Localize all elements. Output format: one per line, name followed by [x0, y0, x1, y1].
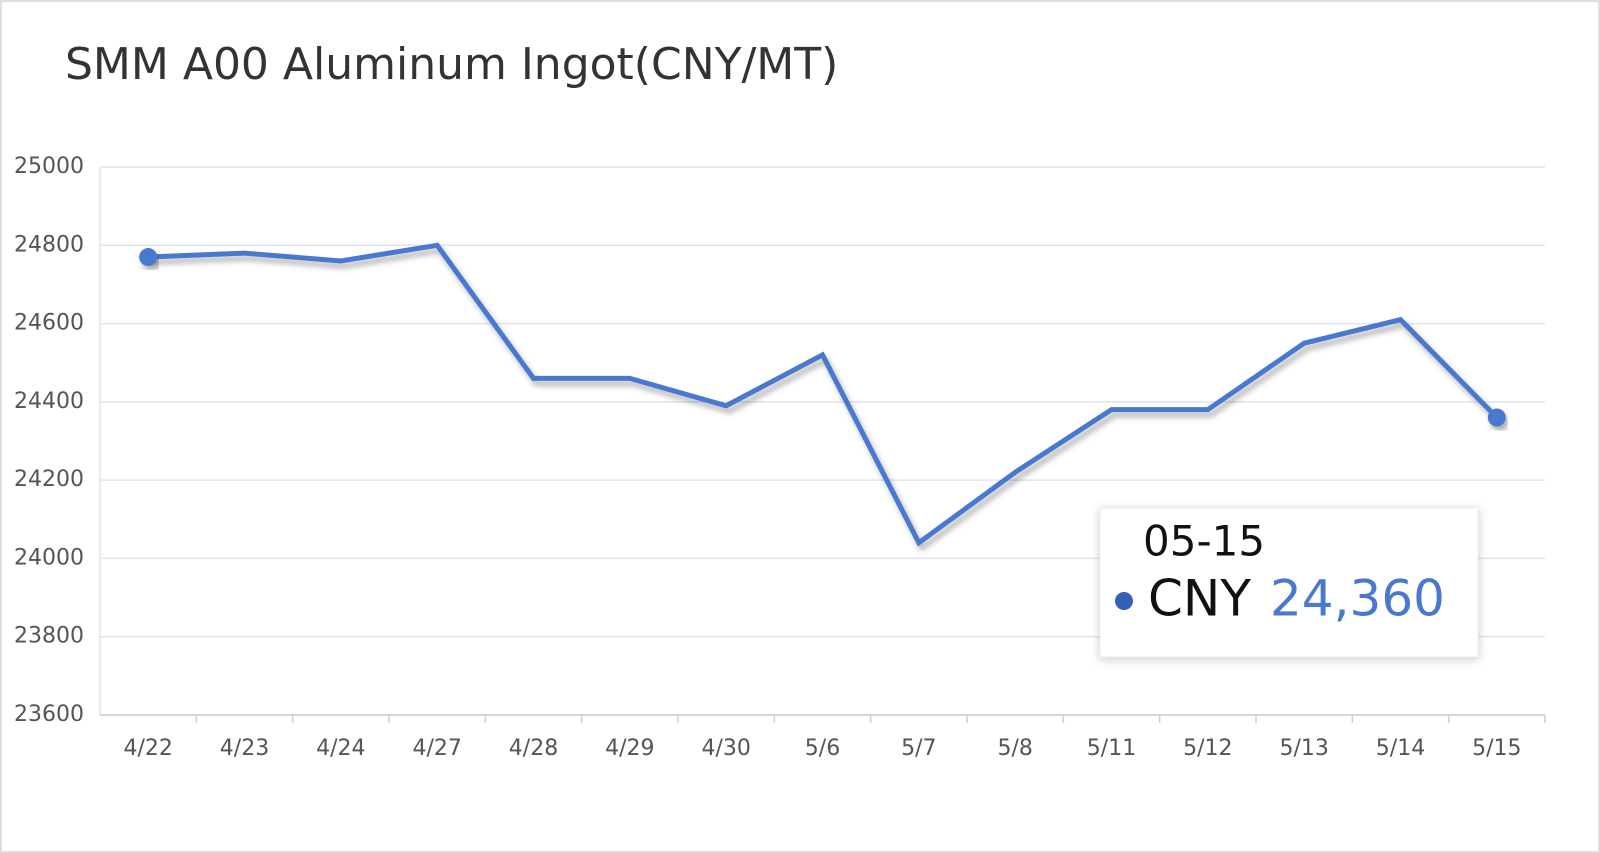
x-tick-label: 5/15	[1472, 736, 1521, 761]
tooltip-box	[1099, 507, 1479, 658]
y-tick-label: 23800	[14, 624, 84, 649]
x-tick-label: 4/23	[220, 736, 269, 761]
y-tick-label: 24000	[14, 545, 84, 570]
y-tick-label: 24400	[14, 389, 84, 414]
y-tick-label: 24200	[14, 467, 84, 492]
plot: 23600 23800 24000 24200 24400 24600 24800 25000…	[14, 154, 1546, 761]
x-tick-label: 5/12	[1183, 736, 1232, 761]
x-tick-label: 4/28	[509, 736, 558, 761]
tooltip-series: CNY	[1148, 570, 1251, 628]
x-tick-label: 5/7	[901, 736, 936, 761]
line	[148, 242, 1499, 547]
x-tick-label: 5/11	[1087, 736, 1136, 761]
y-tick-label: 23600	[14, 702, 84, 727]
y-tick-label: 24600	[14, 311, 84, 336]
x-tick-label: 5/8	[997, 736, 1032, 761]
end-point	[139, 248, 158, 267]
x-tick-label: 4/29	[605, 736, 654, 761]
x-tick-label: 4/30	[701, 736, 750, 761]
tooltip-value: 24,360	[1270, 570, 1445, 628]
x-tick-label: 5/6	[805, 736, 840, 761]
x-tick-label: 4/22	[123, 736, 172, 761]
x-tick-label: 5/14	[1376, 736, 1425, 761]
tooltip-dot	[1115, 592, 1133, 610]
tooltip: 05-15 CNY 24,360	[1099, 507, 1479, 658]
chart-title: SMM A00 Aluminum Ingot(CNY/MT)	[65, 39, 838, 90]
x-tick-label: 4/27	[412, 736, 461, 761]
tooltip-title: 05-15	[1143, 517, 1265, 566]
y-tick-label: 25000	[14, 154, 84, 179]
x-tick-label: 4/24	[316, 736, 365, 761]
end-point	[1487, 408, 1506, 427]
y-tick-label: 24800	[14, 232, 84, 257]
x-tick-label: 5/13	[1279, 736, 1328, 761]
